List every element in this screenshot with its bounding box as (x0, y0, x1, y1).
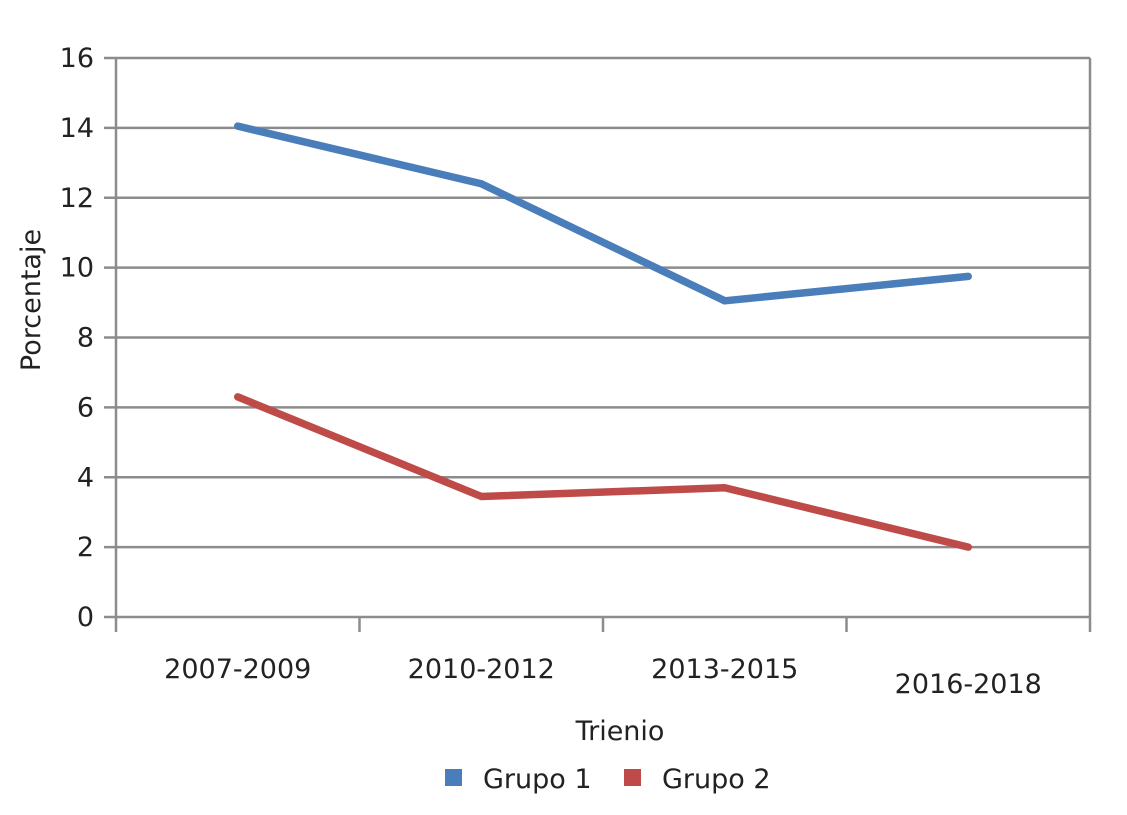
series-line-2 (234, 393, 972, 551)
legend-label: Grupo 1 (483, 764, 592, 795)
y-tick-label: 6 (77, 392, 94, 423)
legend-label: Grupo 2 (662, 764, 771, 795)
series-line-1 (234, 122, 972, 305)
legend-swatch (624, 769, 641, 786)
x-tick-label: 2013-2015 (651, 654, 798, 685)
grid-lines (116, 56, 1090, 549)
axes (104, 56, 1092, 632)
y-tick-label: 10 (60, 253, 94, 284)
y-tick-labels: 0 2 4 6 8 10 12 14 16 (60, 43, 94, 633)
y-tick-label: 16 (60, 43, 94, 74)
y-tick-label: 8 (77, 323, 94, 354)
x-tick-label: 2010-2012 (408, 654, 555, 685)
y-axis-title: Porcentaje (16, 229, 47, 371)
x-axis-title: Trienio (575, 716, 665, 747)
y-tick-label: 14 (60, 113, 94, 144)
x-tick-label: 2007-2009 (164, 654, 311, 685)
y-tick-label: 4 (77, 462, 94, 493)
y-tick-label: 0 (77, 602, 94, 633)
y-tick-label: 2 (77, 532, 94, 563)
legend: Grupo 1 Grupo 2 (445, 764, 771, 795)
x-tick-label: 2016-2018 (895, 669, 1042, 700)
x-tick-labels: 2007-2009 2010-2012 2013-2015 2016-2018 (164, 654, 1042, 700)
series-lines (234, 122, 972, 551)
legend-swatch (445, 769, 462, 786)
y-tick-label: 12 (60, 183, 94, 214)
